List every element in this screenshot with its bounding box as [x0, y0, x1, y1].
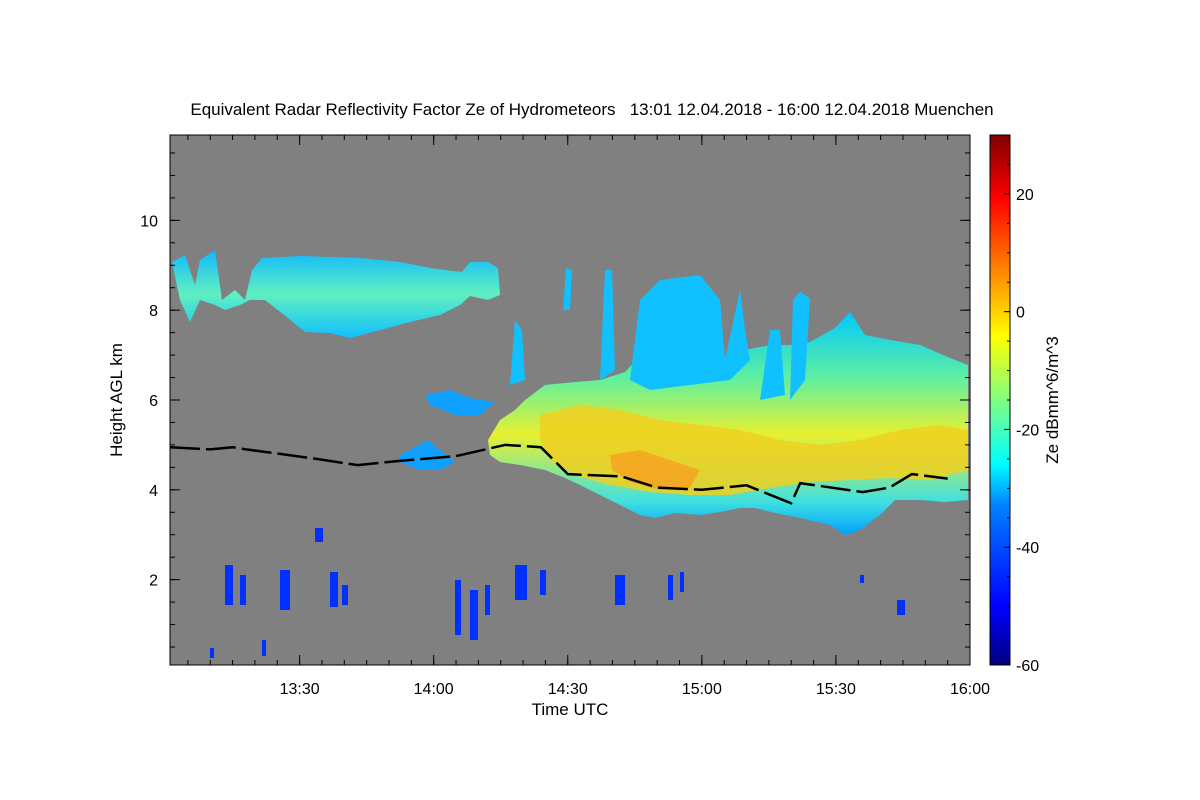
colorbar-tick-label: 20 [1016, 187, 1034, 204]
cloud-base-line [170, 443, 948, 505]
colorbar-tick-label: 0 [1016, 305, 1025, 322]
x-tick-label: 15:30 [816, 681, 856, 698]
y-tick-label: 8 [149, 303, 158, 320]
y-tick-label: 6 [149, 393, 158, 410]
y-axis: 2 4 6 8 10 [140, 152, 970, 648]
colorbar-tick-label: -20 [1016, 422, 1039, 439]
colorbar-tick-label: -40 [1016, 540, 1039, 557]
x-tick-label: 16:00 [950, 681, 990, 698]
generating-cells [510, 268, 810, 400]
x-tick-label: 15:00 [682, 681, 722, 698]
x-tick-label: 13:30 [280, 681, 320, 698]
low-level-echoes [210, 528, 905, 658]
reflectivity-field [170, 250, 968, 658]
x-tick-label: 14:00 [414, 681, 454, 698]
colorbar-title: Ze dBmm^6/m^3 [1043, 336, 1062, 463]
y-tick-label: 2 [149, 573, 158, 590]
chart-title: Equivalent Radar Reflectivity Factor Ze … [190, 100, 993, 119]
x-axis-title: Time UTC [532, 700, 609, 719]
x-tick-label: 14:30 [548, 681, 588, 698]
isolated-echo [400, 390, 495, 470]
y-tick-label: 10 [140, 213, 158, 230]
y-axis-title: Height AGL km [107, 343, 126, 457]
colorbar-axis: -60 -40 -20 0 20 [1004, 134, 1039, 675]
upper-cloud-layer [172, 250, 500, 338]
x-axis: 13:30 14:00 14:30 15:00 15:30 16:00 [187, 135, 990, 698]
y-tick-label: 4 [149, 483, 158, 500]
colorbar-tick-label: -60 [1016, 658, 1039, 675]
